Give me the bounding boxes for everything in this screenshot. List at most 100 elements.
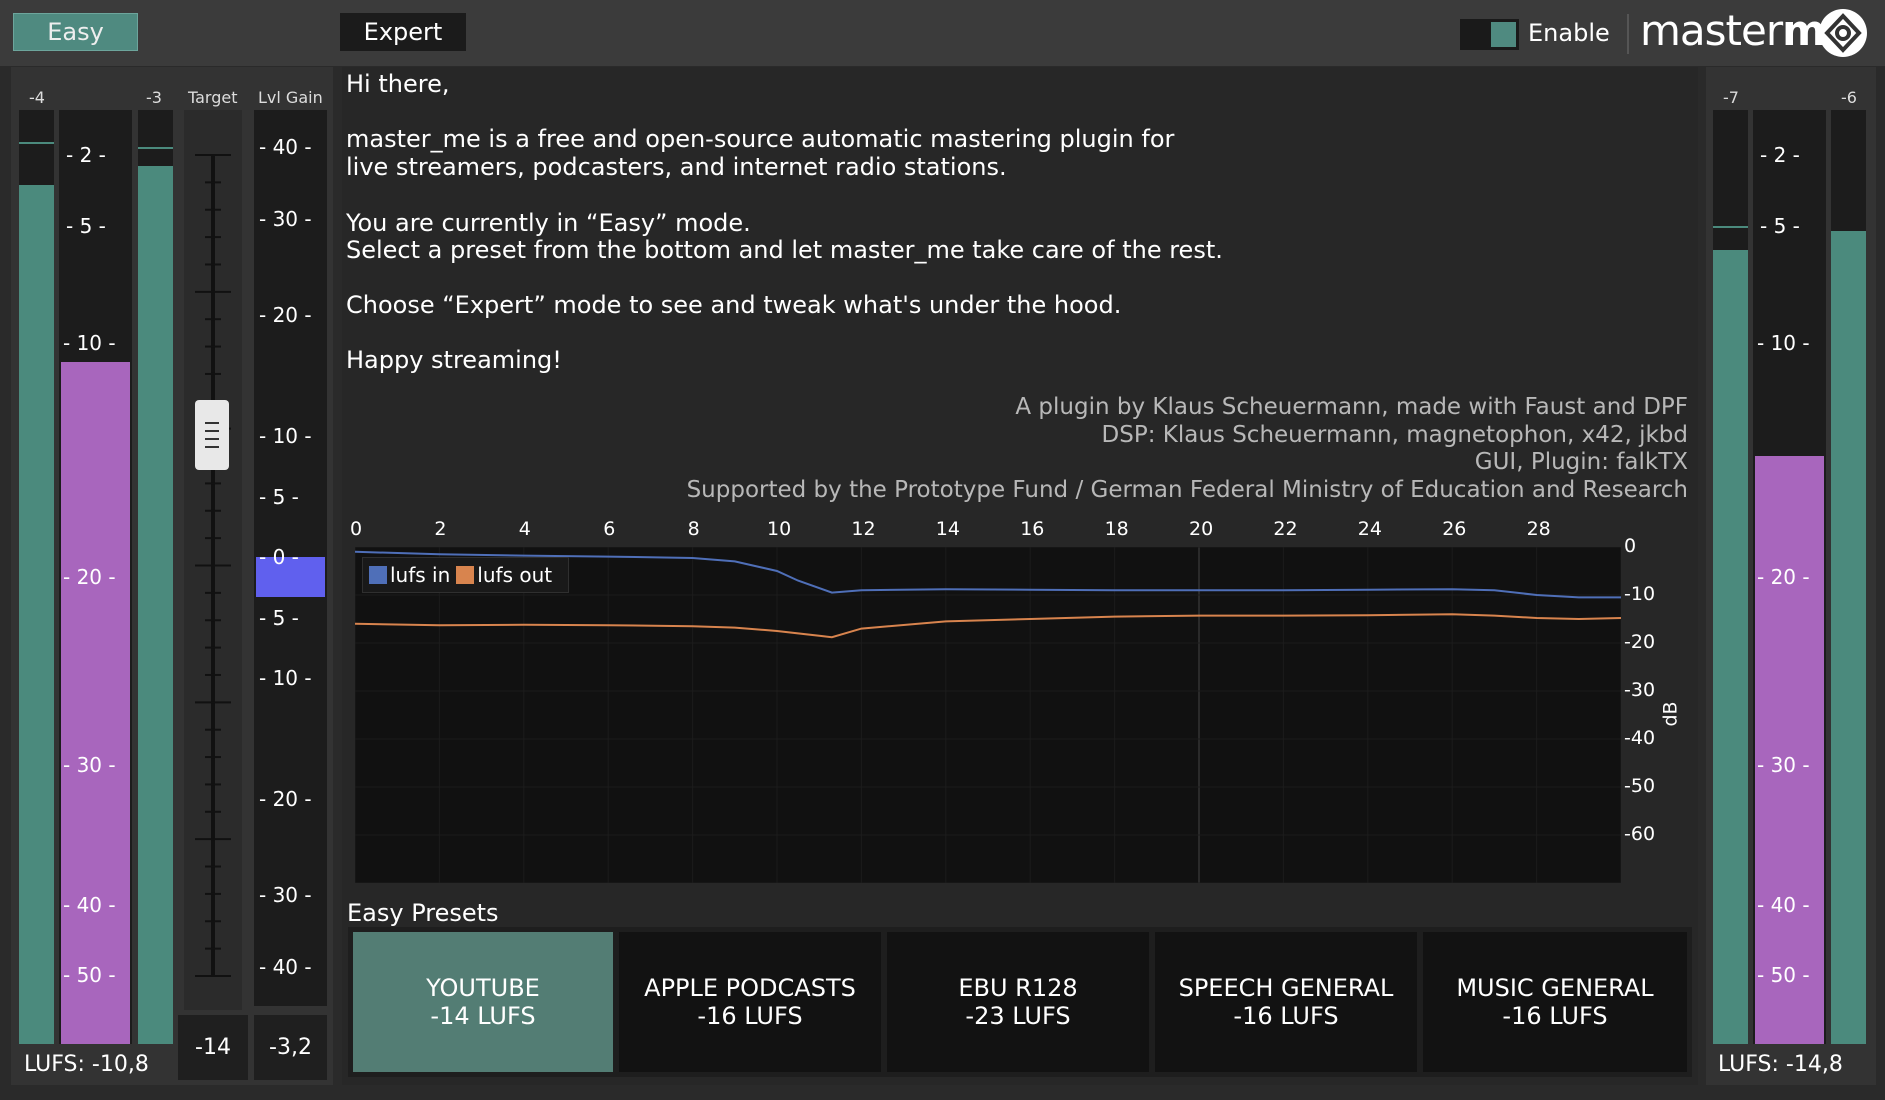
loudness-graph-plot xyxy=(355,547,1621,883)
expert-mode-button[interactable]: Expert xyxy=(340,13,466,51)
top-divider xyxy=(1627,14,1629,54)
x-tick-label: 10 xyxy=(767,518,792,540)
preset-name: EBU R128 xyxy=(958,974,1078,1002)
gain-tick: - 10 - xyxy=(259,666,312,690)
series-line-lufs-out xyxy=(355,613,1621,639)
right-peak-r-label: -6 xyxy=(1841,88,1857,107)
intro-mode-1: You are currently in “Easy” mode. xyxy=(346,209,751,237)
x-tick-label: 22 xyxy=(1273,518,1298,540)
series-line-lufs-in xyxy=(355,550,1621,599)
preset-name: YOUTUBE xyxy=(426,974,540,1002)
enable-label: Enable xyxy=(1528,19,1610,47)
gain-tick: - 40 - xyxy=(259,955,312,979)
y-tick-label: -60 xyxy=(1624,823,1656,845)
left-peak-l-meter xyxy=(19,110,54,1044)
left-lufs-fill xyxy=(61,362,130,1044)
left-lufs-meter xyxy=(59,110,132,1044)
preset-name: MUSIC GENERAL xyxy=(1456,974,1654,1002)
right-peak-r-fill xyxy=(1831,231,1866,1044)
left-peak-r-meter xyxy=(138,110,173,1044)
x-tick-label: 12 xyxy=(851,518,876,540)
x-tick-label: 0 xyxy=(350,518,363,540)
left-lufs-readout: LUFS: -10,8 xyxy=(24,1052,149,1077)
gain-tick: - 20 - xyxy=(259,303,312,327)
x-tick-label: 14 xyxy=(935,518,960,540)
y-tick-label: 0 xyxy=(1624,535,1637,557)
target-value[interactable]: -14 xyxy=(178,1015,248,1080)
preset-apple-podcasts[interactable]: APPLE PODCASTS -16 LUFS xyxy=(619,932,881,1072)
top-bar xyxy=(0,0,1885,66)
gain-tick: - 20 - xyxy=(259,787,312,811)
credit-line: GUI, Plugin: falkTX xyxy=(1474,449,1688,475)
y-tick-label: -40 xyxy=(1624,727,1656,749)
right-lufs-meter xyxy=(1753,110,1826,1044)
preset-name: APPLE PODCASTS xyxy=(644,974,856,1002)
left-peak-r-fill xyxy=(138,166,173,1044)
easy-mode-button[interactable]: Easy xyxy=(13,13,138,51)
level-gain-fill xyxy=(256,557,325,597)
left-peak-r-label: -3 xyxy=(146,88,162,107)
y-tick-label: -30 xyxy=(1624,679,1656,701)
meter-tick: - 10 - xyxy=(1757,331,1810,355)
gain-tick: - 30 - xyxy=(259,883,312,907)
legend-label-in: lufs in xyxy=(390,563,451,587)
x-tick-label: 2 xyxy=(434,518,447,540)
legend-swatch-in xyxy=(369,566,387,584)
y-tick-label: -20 xyxy=(1624,631,1656,653)
target-slider-scale xyxy=(195,154,231,977)
grip-line xyxy=(205,422,219,424)
right-peak-l-label: -7 xyxy=(1723,88,1739,107)
gain-tick: - 30 - xyxy=(259,207,312,231)
grip-line xyxy=(205,446,219,448)
meter-tick: - 2 - xyxy=(66,143,106,167)
meter-tick: - 40 - xyxy=(63,893,116,917)
graph-x-axis: 0 2 4 6 8 10 12 14 16 18 20 22 24 26 28 xyxy=(0,518,1885,542)
x-tick-label: 20 xyxy=(1189,518,1214,540)
preset-ebu-r128[interactable]: EBU R128 -23 LUFS xyxy=(887,932,1149,1072)
right-peak-r-meter xyxy=(1831,110,1866,1044)
preset-music-general[interactable]: MUSIC GENERAL -16 LUFS xyxy=(1423,932,1687,1072)
credit-line: DSP: Klaus Scheuermann, magnetophon, x42… xyxy=(1101,422,1688,448)
meter-tick: - 40 - xyxy=(1757,893,1810,917)
level-gain-meter xyxy=(254,110,327,1006)
logo-text-light: master xyxy=(1640,6,1783,55)
credits-block: A plugin by Klaus Scheuermann, made with… xyxy=(560,394,1688,504)
graph-y-axis: 0 -10 -20 -30 -40 -50 -60 xyxy=(1620,530,1680,880)
gain-tick: - 5 - xyxy=(259,606,299,630)
x-tick-label: 28 xyxy=(1526,518,1551,540)
meter-tick: - 20 - xyxy=(63,565,116,589)
gain-tick: - 0 - xyxy=(259,545,299,569)
x-tick-label: 16 xyxy=(1020,518,1045,540)
intro-greeting: Hi there, xyxy=(346,70,450,98)
left-peak-l-fill xyxy=(19,184,54,1044)
peak-hold-marker xyxy=(138,147,173,149)
legend-swatch-out xyxy=(456,566,475,584)
gain-tick: - 5 - xyxy=(259,485,299,509)
peak-hold-marker xyxy=(1713,226,1748,228)
graph-y-unit: dB xyxy=(1659,701,1682,727)
intro-signoff: Happy streaming! xyxy=(346,346,562,374)
y-tick-label: -50 xyxy=(1624,775,1656,797)
target-slider-handle[interactable] xyxy=(195,400,229,470)
presets-row: YOUTUBE -14 LUFS APPLE PODCASTS -16 LUFS… xyxy=(348,927,1692,1077)
intro-mode-2: Select a preset from the bottom and let … xyxy=(346,236,1223,264)
x-tick-label: 8 xyxy=(687,518,700,540)
right-peak-l-meter xyxy=(1713,110,1748,1044)
enable-toggle[interactable] xyxy=(1460,19,1519,50)
gain-tick: - 10 - xyxy=(259,424,312,448)
meter-tick: - 5 - xyxy=(66,214,106,238)
preset-target: -14 LUFS xyxy=(430,1002,536,1030)
credit-line: Supported by the Prototype Fund / German… xyxy=(686,477,1688,503)
presets-label: Easy Presets xyxy=(347,899,499,927)
x-tick-label: 6 xyxy=(603,518,616,540)
target-label: Target xyxy=(188,88,238,107)
target-slider[interactable] xyxy=(184,110,242,1010)
preset-speech-general[interactable]: SPEECH GENERAL -16 LUFS xyxy=(1155,932,1417,1072)
credit-line: A plugin by Klaus Scheuermann, made with… xyxy=(1015,394,1688,420)
x-tick-label: 18 xyxy=(1104,518,1129,540)
preset-youtube[interactable]: YOUTUBE -14 LUFS xyxy=(353,932,613,1072)
meter-tick: - 10 - xyxy=(63,331,116,355)
y-tick-label: -10 xyxy=(1624,583,1656,605)
preset-name: SPEECH GENERAL xyxy=(1178,974,1394,1002)
preset-target: -16 LUFS xyxy=(1233,1002,1339,1030)
